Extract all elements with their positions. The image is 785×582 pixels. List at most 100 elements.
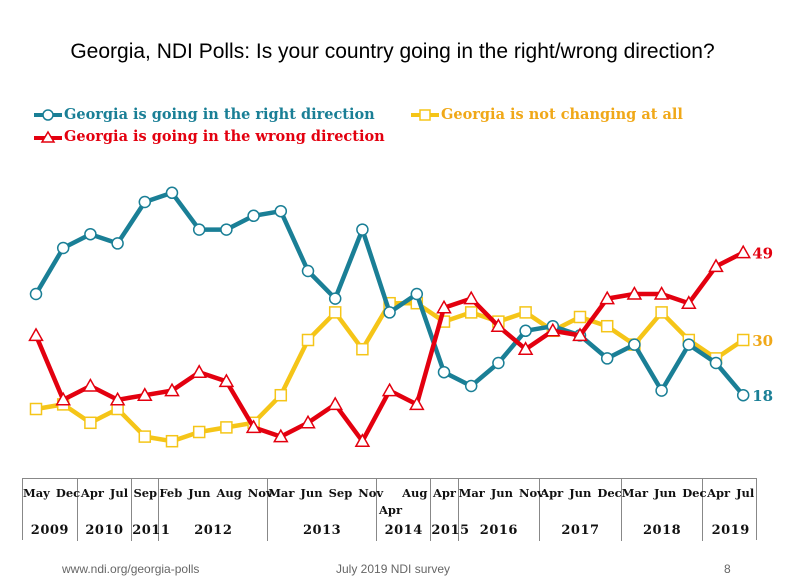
data-point-right-direction: [220, 223, 233, 236]
data-point-not-changing: [29, 402, 43, 416]
data-point-right-direction: [56, 241, 70, 255]
x-tick-months: Aug: [402, 486, 428, 500]
x-tick-year: 2009: [30, 523, 69, 538]
end-label-not-changing: 30: [752, 332, 773, 350]
data-point-wrong-direction: [545, 322, 561, 337]
data-point-wrong-direction: [490, 318, 507, 332]
data-point-right-direction: [519, 324, 532, 338]
data-point-not-changing: [655, 306, 668, 319]
legend-item-wrong-direction: Georgia is going in the wrong direction: [34, 128, 385, 145]
data-point-not-changing: [138, 430, 152, 443]
data-point-wrong-direction: [137, 387, 153, 401]
data-point-wrong-direction: [436, 299, 452, 314]
data-point-wrong-direction: [517, 341, 534, 355]
data-point-wrong-direction: [354, 433, 371, 447]
data-point-wrong-direction: [109, 391, 126, 406]
x-axis-group-2012: Feb Jun Aug Nov 2012: [159, 479, 273, 541]
data-point-not-changing: [84, 416, 97, 430]
data-point-wrong-direction: [463, 290, 479, 305]
x-axis-group-2010: Apr Jul 2010: [78, 479, 133, 541]
data-point-right-direction: [111, 237, 124, 250]
data-point-right-direction: [709, 356, 723, 370]
data-point-wrong-direction: [191, 364, 207, 378]
data-point-right-direction: [301, 264, 315, 278]
data-point-wrong-direction: [735, 244, 751, 259]
data-point-not-changing: [736, 333, 750, 347]
data-point-not-changing: [600, 319, 614, 333]
x-tick-year: 2015: [431, 523, 470, 538]
x-tick-year: 2010: [85, 523, 124, 538]
data-point-wrong-direction: [218, 373, 235, 388]
data-point-wrong-direction: [327, 396, 343, 411]
x-tick-months: Sep: [133, 486, 158, 500]
x-tick-sub-month: Apr: [379, 503, 403, 517]
data-point-right-direction: [628, 338, 641, 351]
data-point-not-changing: [192, 425, 206, 439]
legend-triangle-marker-icon: [34, 130, 62, 143]
end-label-right-direction: 18: [752, 387, 773, 405]
data-point-right-direction: [84, 227, 97, 241]
legend-circle-marker-icon: [34, 108, 62, 121]
data-point-right-direction: [165, 186, 179, 200]
data-point-right-direction: [138, 195, 152, 209]
data-point-right-direction: [410, 287, 424, 301]
data-point-wrong-direction: [599, 290, 615, 305]
data-point-right-direction: [29, 287, 43, 301]
x-tick-year: 2014: [384, 523, 423, 538]
x-tick-months: Apr: [432, 486, 456, 500]
x-axis-group-2015: Apr 2015: [431, 479, 470, 541]
x-axis-group-2013: Mar Jun Sep Nov 2013: [268, 479, 384, 541]
footer-page-number: 8: [724, 562, 731, 576]
x-axis-group-2018: Mar Jun Dec 2018: [622, 479, 707, 541]
data-point-not-changing: [464, 306, 478, 319]
x-tick-year: 2013: [302, 523, 342, 538]
legend-label: Georgia is going in the right direction: [64, 106, 375, 123]
data-point-right-direction: [464, 379, 478, 393]
x-tick-year: 2019: [711, 523, 750, 538]
data-point-wrong-direction: [273, 428, 289, 443]
data-point-wrong-direction: [300, 414, 316, 429]
data-point-right-direction: [356, 223, 369, 236]
data-point-right-direction: [437, 365, 451, 379]
data-point-right-direction: [383, 306, 396, 319]
data-point-wrong-direction: [82, 377, 99, 392]
data-point-wrong-direction: [55, 391, 71, 406]
x-axis-group-2014: Aug Apr 2014: [377, 479, 432, 541]
x-axis-group-2017: Apr Jun Dec 2017: [540, 479, 622, 541]
data-point-wrong-direction: [164, 382, 180, 397]
data-point-right-direction: [328, 292, 342, 305]
x-tick-months: Apr Jun Dec: [540, 486, 622, 500]
data-point-not-changing: [274, 388, 288, 402]
data-point-wrong-direction: [381, 382, 398, 397]
legend-item-not-changing: Georgia is not changing at all: [411, 106, 683, 123]
data-point-not-changing: [573, 310, 587, 324]
x-tick-year: 2011: [132, 523, 171, 538]
x-tick-year: 2017: [561, 523, 600, 538]
x-tick-year: 2018: [643, 523, 682, 538]
data-point-wrong-direction: [681, 295, 697, 309]
x-axis-table: May Dec 2009 Apr Jul 2010 Sep 2011 Feb Jun Aug…: [22, 478, 757, 541]
chart-title: Georgia, NDI Polls: Is your country goin…: [70, 40, 715, 63]
x-axis-group-2016: Mar Jun Nov 2016: [459, 479, 544, 541]
x-tick-months: Feb Jun Aug Nov: [159, 486, 273, 500]
x-tick-months: Apr Jul: [80, 486, 129, 500]
data-point-not-changing: [519, 306, 532, 319]
legend-label: Georgia is going in the wrong direction: [64, 128, 385, 145]
data-point-not-changing: [165, 434, 179, 448]
x-tick-year: 2012: [194, 523, 233, 538]
data-point-right-direction: [736, 388, 750, 402]
series-line-not-changing: [35, 300, 745, 444]
legend-label: Georgia is not changing at all: [441, 106, 683, 123]
data-point-wrong-direction: [708, 258, 724, 273]
legend-item-right-direction: Georgia is going in the right direction: [34, 106, 375, 123]
data-point-wrong-direction: [28, 327, 44, 342]
data-point-right-direction: [682, 338, 696, 351]
legend-square-marker-icon: [411, 108, 439, 121]
x-tick-months: Mar Jun Sep Nov: [268, 486, 384, 500]
data-point-not-changing: [328, 306, 342, 319]
footer-survey: July 2019 NDI survey: [336, 562, 451, 576]
x-tick-year: 2016: [479, 523, 518, 538]
data-point-right-direction: [247, 209, 260, 223]
data-point-wrong-direction: [626, 285, 643, 300]
